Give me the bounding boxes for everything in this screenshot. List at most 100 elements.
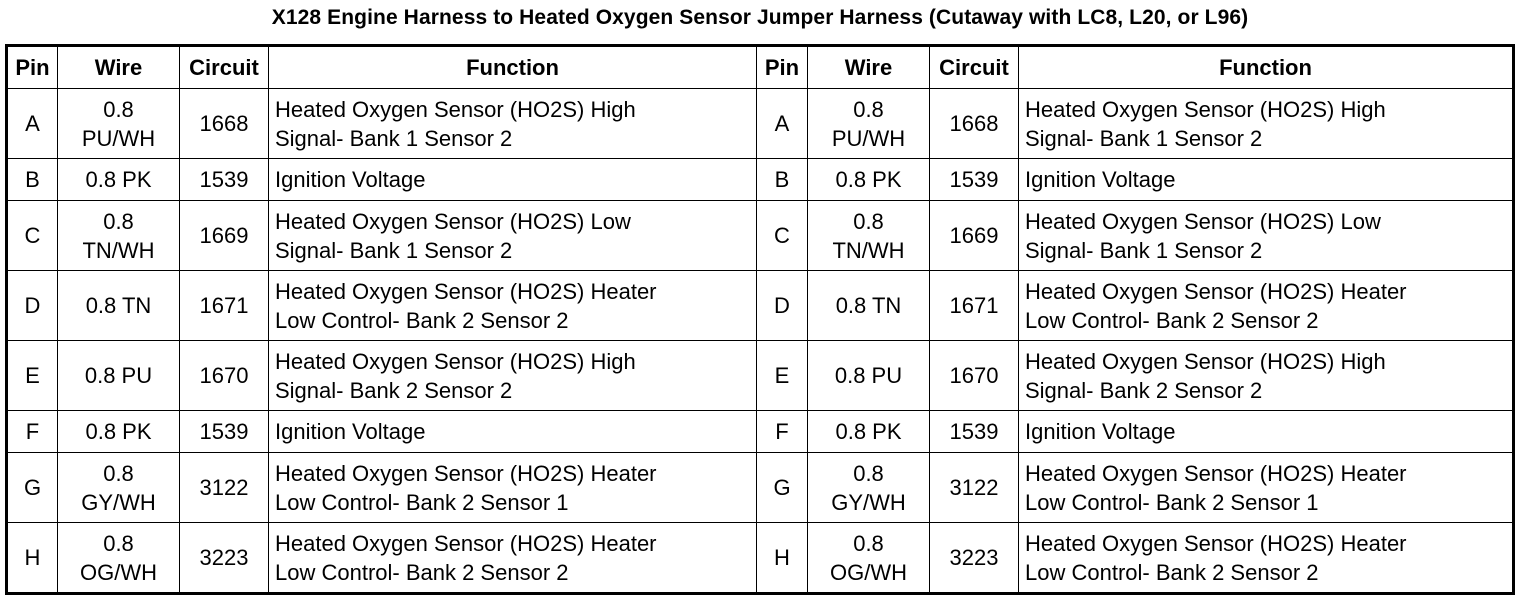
function-cell-line: Low Control- Bank 2 Sensor 2 [275, 307, 569, 333]
pin-cell: C [6, 200, 58, 271]
circuit-cell: 1539 [179, 158, 269, 201]
function-cell: Ignition Voltage [268, 158, 757, 201]
wire-cell-line: 0.8 [853, 460, 884, 486]
wire-cell: 0.8 PU/WH [57, 88, 180, 159]
function-cell: Heated Oxygen Sensor (HO2S) Low Signal- B… [268, 200, 757, 271]
wire-cell: 0.8 OG/WH [807, 522, 930, 594]
pin-cell: G [6, 452, 58, 523]
circuit-cell: 1670 [929, 340, 1019, 411]
wire-cell-line: OG/WH [80, 559, 157, 585]
function-cell-line: Heated Oxygen Sensor (HO2S) Heater [1025, 530, 1407, 556]
pin-cell: F [756, 410, 808, 453]
wire-cell: 0.8 PK [57, 410, 180, 453]
function-cell: Heated Oxygen Sensor (HO2S) Heater Low Co… [1018, 522, 1514, 594]
wire-cell-line: 0.8 PK [835, 167, 902, 192]
wire-cell-line: PU/WH [831, 125, 906, 151]
pin-cell: A [756, 88, 808, 159]
function-cell: Heated Oxygen Sensor (HO2S) High Signal- … [268, 88, 757, 159]
wire-cell-line: 0.8 [103, 460, 134, 486]
pin-cell: F [6, 410, 58, 453]
function-cell: Heated Oxygen Sensor (HO2S) Heater Low Co… [268, 522, 757, 594]
header-function: Function [268, 45, 757, 89]
function-cell-line: Signal- Bank 2 Sensor 2 [275, 377, 513, 403]
wire-cell: 0.8 GY/WH [57, 452, 180, 523]
wire-cell-line: GY/WH [831, 489, 906, 515]
wire-cell-line: 0.8 TN [835, 293, 902, 318]
wire-cell-line: PU/WH [81, 125, 156, 151]
circuit-cell: 1669 [929, 200, 1019, 271]
function-cell-line: Ignition Voltage [275, 167, 426, 192]
circuit-cell: 1669 [179, 200, 269, 271]
wire-cell: 0.8 PU/WH [807, 88, 930, 159]
wire-cell: 0.8 TN [57, 270, 180, 341]
function-cell: Heated Oxygen Sensor (HO2S) Heater Low Co… [268, 452, 757, 523]
circuit-cell: 3122 [179, 452, 269, 523]
wire-cell: 0.8 PK [807, 158, 930, 201]
wire-cell-line: 0.8 [103, 96, 134, 122]
header-pin: Pin [6, 45, 58, 89]
wire-cell: 0.8 OG/WH [57, 522, 180, 594]
wire-cell-line: 0.8 [853, 208, 884, 234]
function-cell: Heated Oxygen Sensor (HO2S) Heater Low Co… [1018, 452, 1514, 523]
wire-cell-line: GY/WH [81, 489, 156, 515]
header-circuit: Circuit [179, 45, 269, 89]
pin-cell: C [756, 200, 808, 271]
circuit-cell: 3223 [179, 522, 269, 594]
circuit-cell: 1670 [179, 340, 269, 411]
function-cell-line: Heated Oxygen Sensor (HO2S) Low [275, 208, 631, 234]
pin-cell: G [756, 452, 808, 523]
function-cell-line: Ignition Voltage [275, 419, 426, 444]
wire-cell: 0.8 TN/WH [57, 200, 180, 271]
wire-cell: 0.8 PK [57, 158, 180, 201]
function-cell: Ignition Voltage [1018, 158, 1514, 201]
circuit-cell: 1668 [929, 88, 1019, 159]
function-cell-line: Signal- Bank 1 Sensor 2 [275, 125, 513, 151]
pin-cell: D [6, 270, 58, 341]
wire-cell-line: 0.8 PU [84, 363, 153, 388]
wire-cell-line: 0.8 [853, 530, 884, 556]
header-wire: Wire [57, 45, 180, 89]
function-cell: Heated Oxygen Sensor (HO2S) High Signal- … [1018, 88, 1514, 159]
pin-cell: E [6, 340, 58, 411]
wire-cell-line: TN/WH [82, 237, 155, 263]
function-cell-line: Heated Oxygen Sensor (HO2S) High [1025, 348, 1386, 374]
function-cell-line: Heated Oxygen Sensor (HO2S) High [275, 96, 636, 122]
function-cell-line: Heated Oxygen Sensor (HO2S) Heater [1025, 278, 1407, 304]
pin-cell: E [756, 340, 808, 411]
header-wire: Wire [807, 45, 930, 89]
wire-cell-line: TN/WH [832, 237, 905, 263]
pin-cell: B [6, 158, 58, 201]
function-cell-line: Ignition Voltage [1025, 419, 1176, 444]
table-row: E 0.8 PU 1670 Heated Oxygen Sensor (HO2S) H… [6, 340, 1514, 411]
function-cell-line: Low Control- Bank 2 Sensor 2 [1025, 559, 1319, 585]
circuit-cell: 1539 [179, 410, 269, 453]
function-cell-line: Heated Oxygen Sensor (HO2S) High [1025, 96, 1386, 122]
wire-cell-line: 0.8 PK [85, 419, 152, 444]
wire-cell: 0.8 PU [57, 340, 180, 411]
wire-cell-line: 0.8 PK [835, 419, 902, 444]
circuit-cell: 3223 [929, 522, 1019, 594]
table-row: D 0.8 TN 1671 Heated Oxygen Sensor (HO2S) H… [6, 270, 1514, 341]
pin-cell: B [756, 158, 808, 201]
function-cell: Heated Oxygen Sensor (HO2S) High Signal- … [268, 340, 757, 411]
wire-cell-line: 0.8 [103, 208, 134, 234]
function-cell-line: Signal- Bank 2 Sensor 2 [1025, 377, 1263, 403]
function-cell-line: Signal- Bank 1 Sensor 2 [1025, 237, 1263, 263]
pin-cell: H [6, 522, 58, 594]
function-cell-line: Heated Oxygen Sensor (HO2S) High [275, 348, 636, 374]
table-row: B 0.8 PK 1539 Ignition Voltage B 0.8 PK 1539 Ig… [6, 158, 1514, 201]
function-cell-line: Heated Oxygen Sensor (HO2S) Heater [275, 460, 657, 486]
table-row: H 0.8 OG/WH 3223 Heated Oxygen Sensor (HO2S)… [6, 522, 1514, 594]
function-cell: Ignition Voltage [268, 410, 757, 453]
function-cell: Heated Oxygen Sensor (HO2S) High Signal- … [1018, 340, 1514, 411]
header-circuit: Circuit [929, 45, 1019, 89]
table-row: G 0.8 GY/WH 3122 Heated Oxygen Sensor (HO2S)… [6, 452, 1514, 523]
wire-cell: 0.8 GY/WH [807, 452, 930, 523]
circuit-cell: 1671 [929, 270, 1019, 341]
function-cell: Heated Oxygen Sensor (HO2S) Low Signal- B… [1018, 200, 1514, 271]
header-pin: Pin [756, 45, 808, 89]
header-function: Function [1018, 45, 1514, 89]
pin-cell: D [756, 270, 808, 341]
function-cell-line: Signal- Bank 1 Sensor 2 [1025, 125, 1263, 151]
circuit-cell: 1539 [929, 410, 1019, 453]
